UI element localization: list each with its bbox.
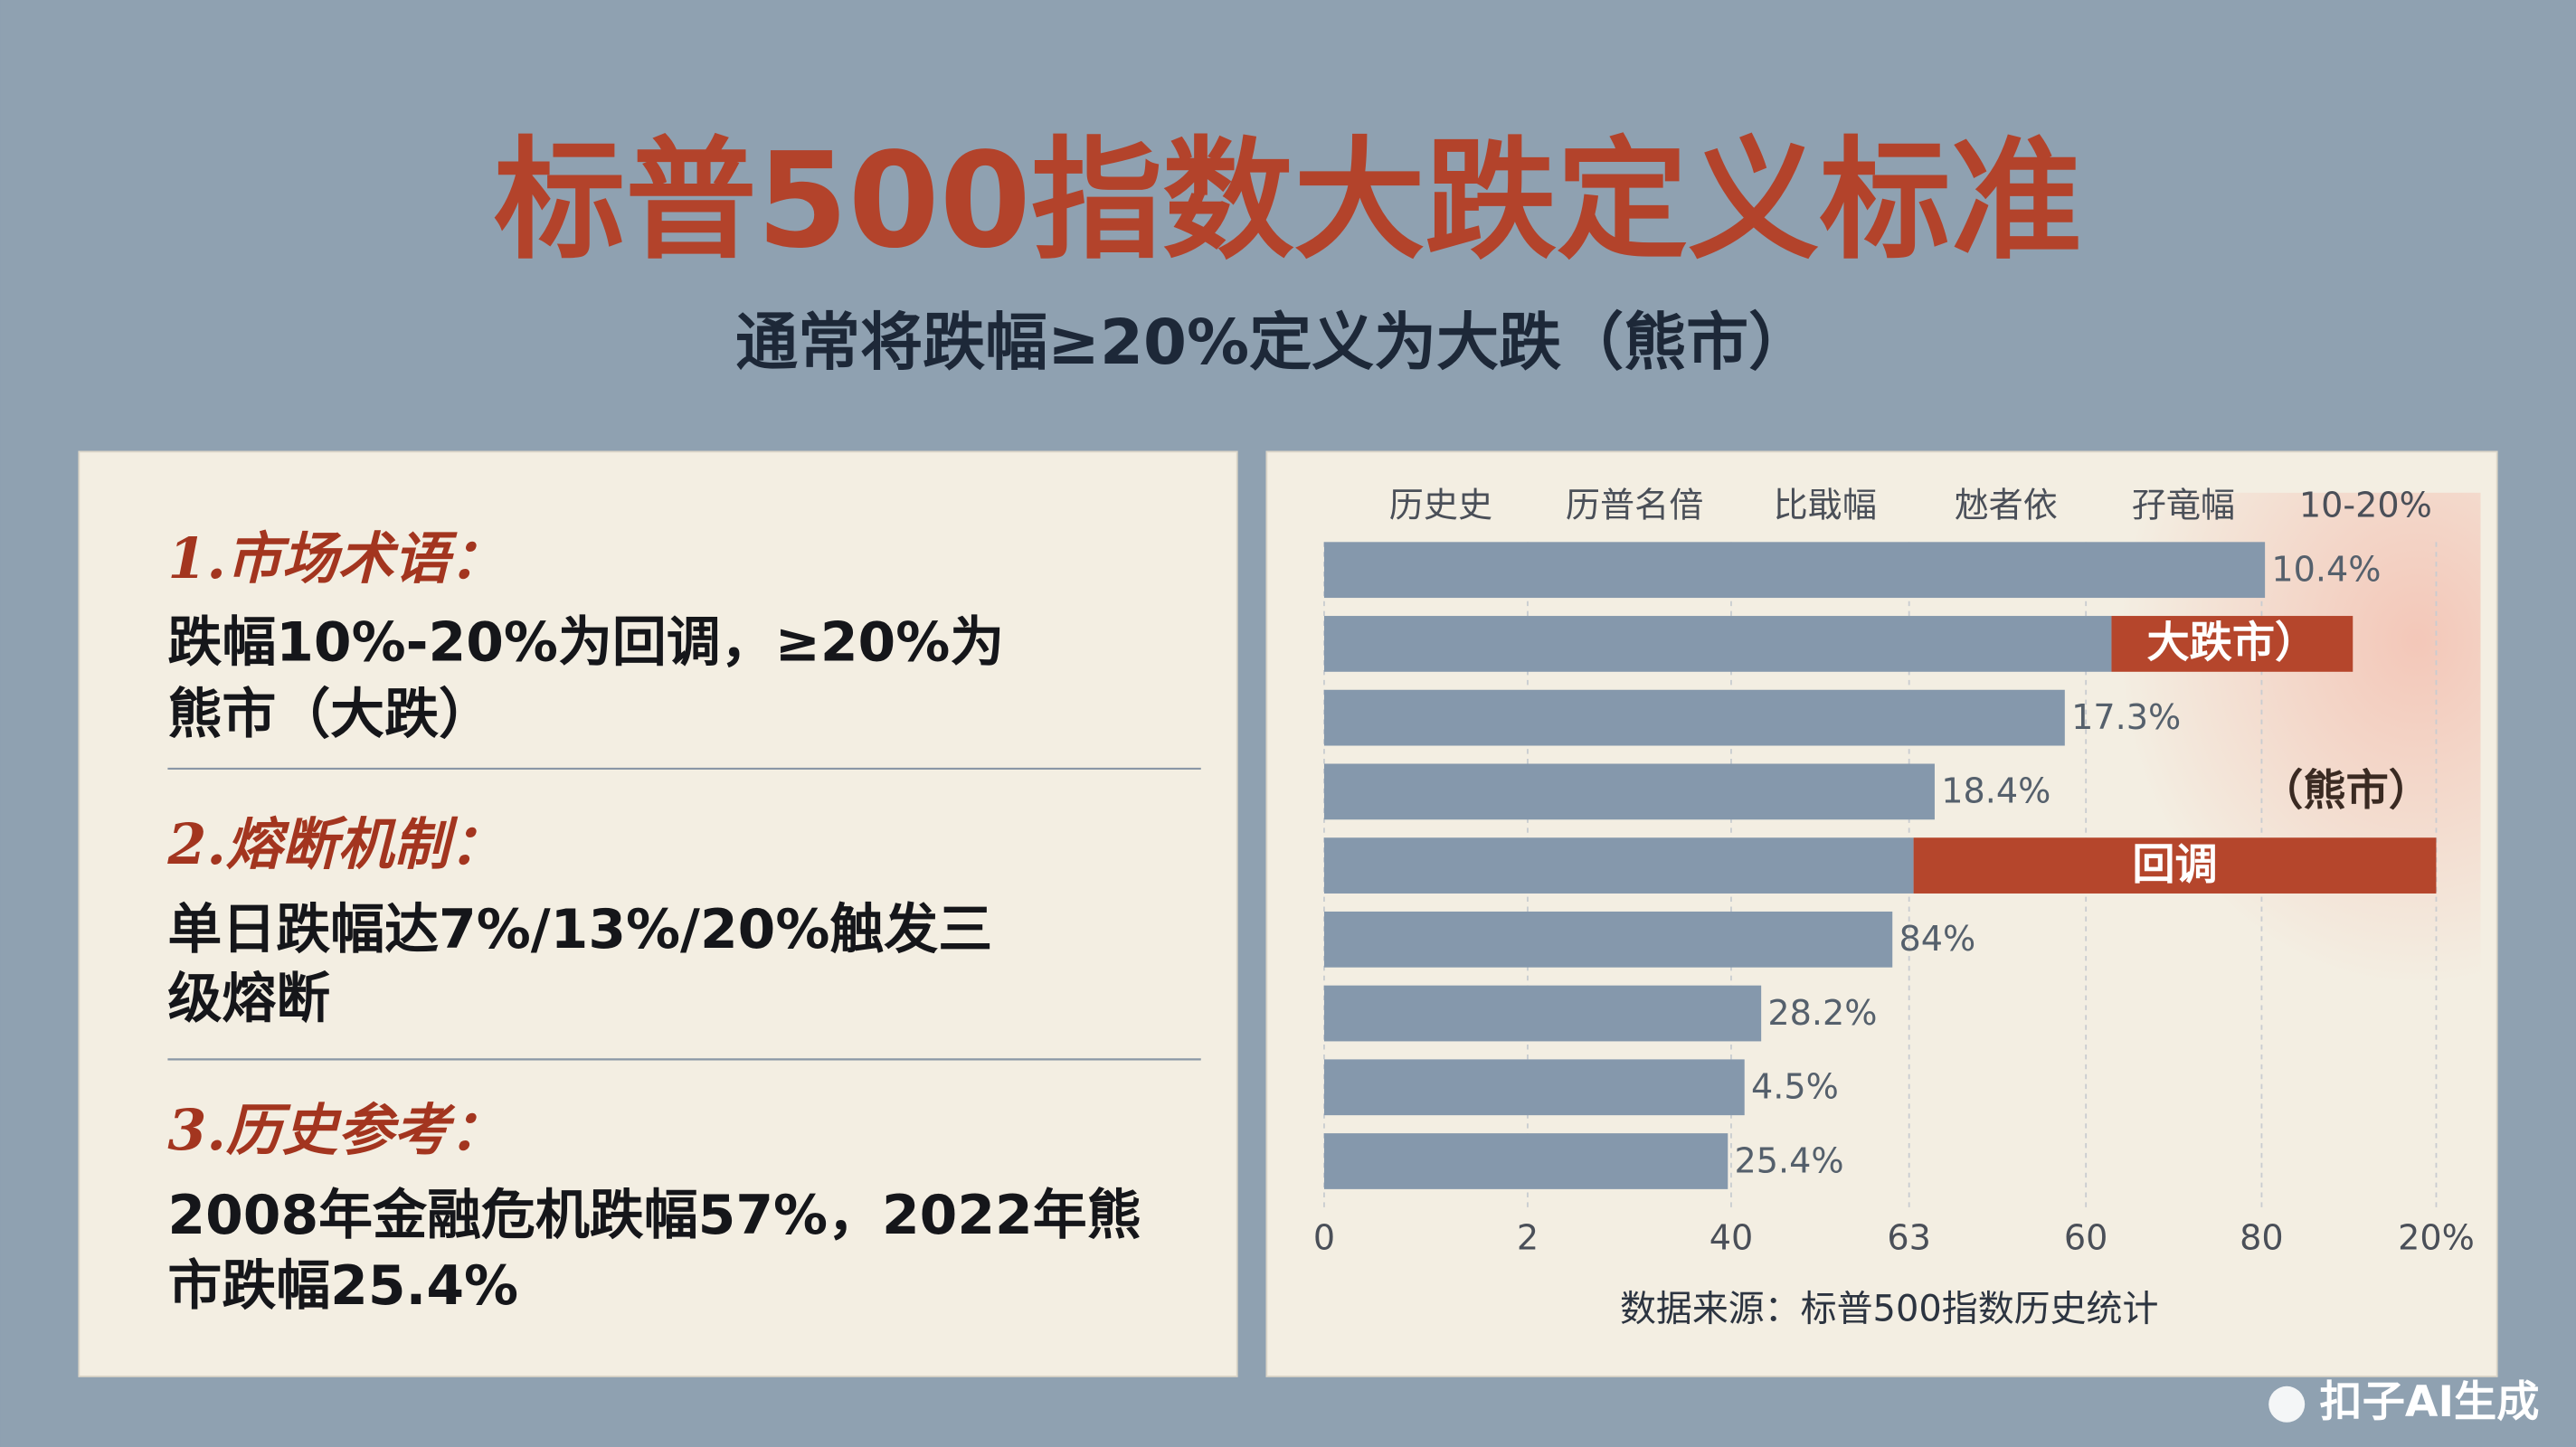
section-body: 2008年金融危机跌幅57%，2022年熊 <box>167 1184 1141 1247</box>
column-header: 历普名偣 <box>1566 486 1704 525</box>
column-header: 孖竜幅 <box>2132 486 2235 525</box>
column-header: 历史史 <box>1389 486 1492 525</box>
bar <box>1323 1059 1745 1116</box>
x-tick-label: 0 <box>1313 1218 1335 1258</box>
section-heading: 2.熔断机制： <box>166 811 505 877</box>
bar-label: 17.3% <box>2071 697 2181 737</box>
bar <box>1323 689 2065 746</box>
column-header: 10-20% <box>2299 486 2432 525</box>
bar <box>1323 763 1935 820</box>
bar-label: 25.4% <box>1735 1140 1844 1180</box>
watermark: 扣子AI生成 <box>2320 1377 2540 1427</box>
section-body: 熊市（大跌） <box>167 683 493 746</box>
source: 数据来源：标普500指数历史统计 <box>1620 1288 2158 1329</box>
bar <box>1323 542 2266 599</box>
watermark-icon <box>2268 1386 2306 1423</box>
highlight-label: （熊市） <box>2260 766 2431 816</box>
section-body: 单日跌幅达7%/13%/20%触发三 <box>167 898 992 961</box>
highlight-label: 回调 <box>2132 840 2217 890</box>
x-tick-label: 40 <box>1709 1218 1754 1258</box>
bar <box>1323 911 1893 968</box>
section-body: 跌幅10%-20%为回调，≥20%为 <box>167 610 1004 674</box>
bar-label: 28.2% <box>1767 993 1877 1033</box>
section-heading: 3.历史参考： <box>167 1097 505 1163</box>
x-tick-label: 2 <box>1517 1218 1539 1258</box>
bar-label: 18.4% <box>1941 771 2050 811</box>
column-header: 沊者依 <box>1954 486 2057 525</box>
highlight-label: 大跌市） <box>2146 619 2317 668</box>
x-tick-label: 60 <box>2064 1218 2108 1258</box>
highlight-bar <box>1913 837 2437 894</box>
chart: 历史史 历普名偣 比戢幅 沊者依 孖竜幅 10-20% 0 2 40 63 60 80 20% 10.4%… <box>1313 486 2475 1258</box>
title: 标普500指数大跌定义标准 <box>494 125 2082 278</box>
bar <box>1323 616 2112 672</box>
column-header: 比戢幅 <box>1774 486 1877 525</box>
bar-label: 4.5% <box>1751 1067 1839 1107</box>
subtitle: 通常将跌幅≥20%定义为大跌（熊市） <box>735 307 1811 379</box>
section-body: 市跌幅25.4% <box>167 1254 518 1318</box>
highlight-bar <box>2111 616 2353 672</box>
section-heading: 1.市场术语： <box>167 525 505 591</box>
section-body: 级熔断 <box>167 967 330 1030</box>
bar-label: 84% <box>1899 919 1975 959</box>
left-panel <box>78 450 1238 1377</box>
x-tick-label: 20% <box>2398 1218 2475 1258</box>
bar <box>1323 985 1762 1042</box>
x-tick-label: 63 <box>1887 1218 1931 1258</box>
bar <box>1323 1133 1728 1189</box>
bar <box>1323 837 1914 894</box>
x-tick-label: 80 <box>2240 1218 2284 1258</box>
bar-label: 10.4% <box>2271 550 2381 590</box>
